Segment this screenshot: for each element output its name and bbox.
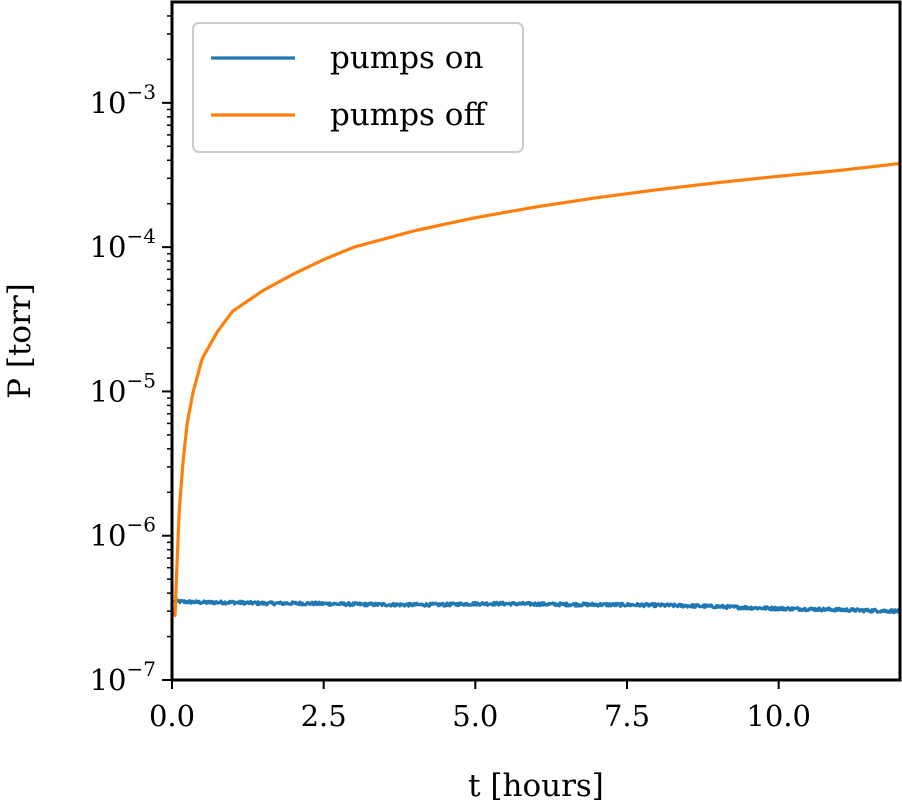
series-line-pumps-on (173, 598, 900, 615)
x-tick-label: 0.0 (149, 699, 195, 733)
y-tick-label: 10−6 (90, 513, 156, 553)
series-line-pumps-off (173, 161, 900, 618)
axes-frame (170, 0, 902, 682)
y-axis-label: P [torr] (2, 283, 38, 399)
x-axis-label: t [hours] (468, 768, 604, 804)
y-tick-label: 10−5 (90, 368, 156, 408)
x-tick-label: 10.0 (746, 699, 811, 733)
x-tick-label: 5.0 (452, 699, 498, 733)
y-tick-label: 10−7 (90, 657, 156, 697)
x-tick-label: 7.5 (604, 699, 650, 733)
legend-box (192, 22, 524, 153)
legend-label: pumps on (330, 40, 483, 76)
y-tick-label: 10−4 (90, 224, 156, 264)
legend-label: pumps off (330, 97, 487, 133)
y-tick-label: 10−3 (90, 80, 156, 120)
x-tick-label: 2.5 (301, 699, 347, 733)
